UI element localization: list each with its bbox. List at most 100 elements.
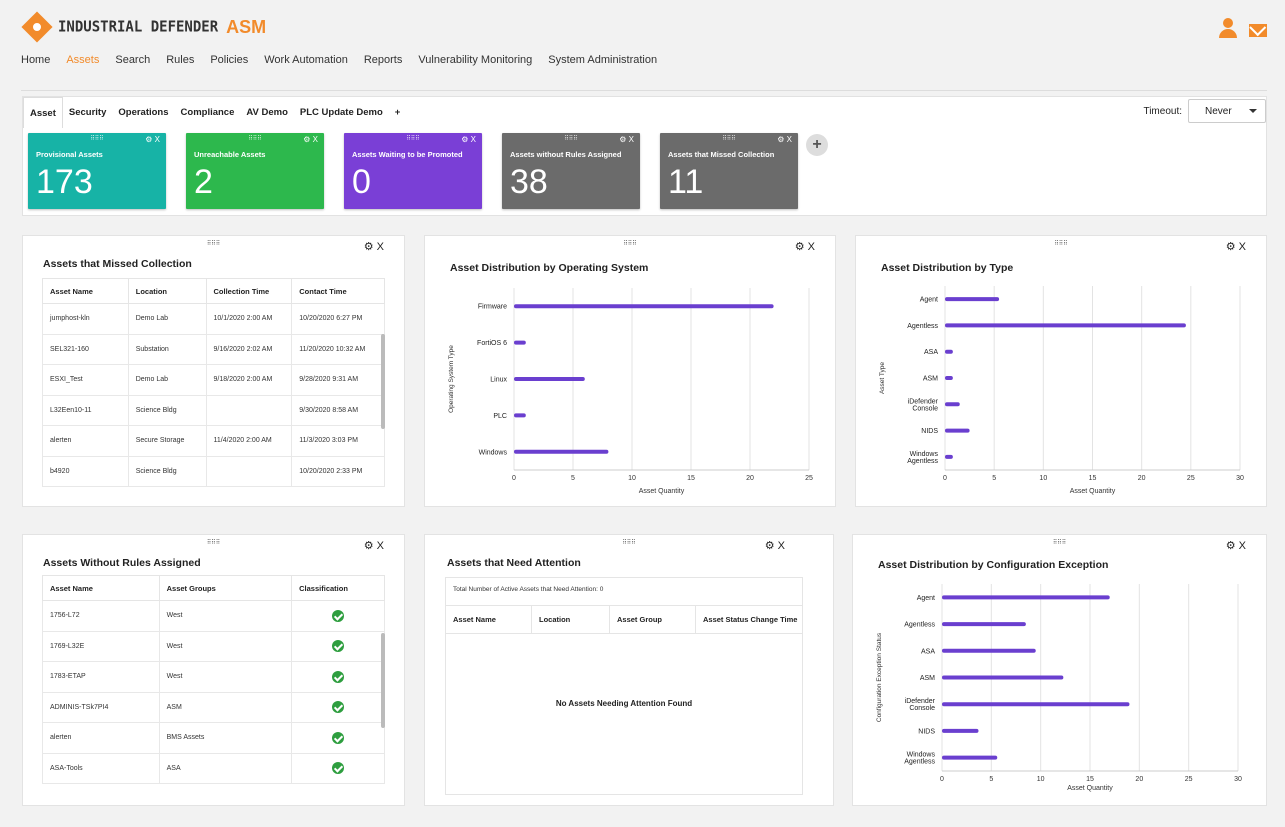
widget-controls[interactable]: ⚙ X <box>764 540 785 552</box>
widget-controls[interactable]: ⚙ X <box>619 135 634 144</box>
drag-handle-icon[interactable]: ⠿⠿⠿ <box>622 540 636 546</box>
nav-item-policies[interactable]: Policies <box>210 54 249 66</box>
column-header[interactable]: Location <box>532 606 610 633</box>
drag-handle-icon[interactable]: ⠿⠿⠿ <box>206 241 221 247</box>
widget-controls[interactable]: ⚙ X <box>363 540 384 552</box>
nav-item-assets[interactable]: Assets <box>66 54 100 66</box>
widget-controls[interactable]: ⚙ X <box>794 241 815 253</box>
scrollbar[interactable] <box>381 334 385 429</box>
summary-tile[interactable]: ⠿⠿⠿ ⚙ X Provisional Assets 173 <box>28 133 166 209</box>
widget-controls[interactable]: ⚙ X <box>303 135 318 144</box>
column-header[interactable]: Asset Groups <box>158 575 293 601</box>
logo[interactable]: INDUSTRIAL DEFENDER ASM <box>21 11 266 43</box>
classification-cell <box>291 722 385 754</box>
chevron-down-icon <box>1249 109 1257 113</box>
drag-handle-icon[interactable]: ⠿⠿⠿ <box>1054 241 1068 247</box>
widget-controls[interactable]: ⚙ X <box>363 241 384 253</box>
column-header[interactable]: Contact Time <box>291 278 385 304</box>
tab-compliance[interactable]: Compliance <box>180 107 235 118</box>
drag-handle-icon[interactable]: ⠿⠿⠿ <box>564 136 578 142</box>
nav-item-system-administration[interactable]: System Administration <box>548 54 658 66</box>
tab-operations[interactable]: Operations <box>118 107 169 118</box>
timeout-select[interactable]: Never <box>1188 99 1266 123</box>
table-row[interactable]: SEL321-160 Substation 9/16/2020 2:02 AM 11/… <box>42 333 385 365</box>
table-cell: 10/20/2020 6:27 PM <box>291 303 385 335</box>
os-distribution-chart: 0 5 10 15 20 25 Firmware FortiOS 6 Linux PLC Windo… <box>448 288 813 495</box>
tab-av-demo[interactable]: AV Demo <box>246 107 288 118</box>
summary-tile[interactable]: ⠿⠿⠿ ⚙ X Assets that Missed Collection 11 <box>660 133 798 209</box>
table-row[interactable]: L32Een10-11 Science Bldg 9/30/2020 8:58 AM <box>42 394 385 426</box>
nav-item-reports[interactable]: Reports <box>363 54 403 66</box>
column-header[interactable]: Classification <box>291 575 385 601</box>
table-cell: West <box>158 630 293 662</box>
tab-security[interactable]: Security <box>68 107 107 118</box>
table-row[interactable]: b4920 Science Bldg 10/20/2020 2:33 PM <box>42 455 385 487</box>
table-cell: Demo Lab <box>127 364 207 396</box>
timeout-label: Timeout: <box>1143 105 1182 117</box>
widget-controls[interactable]: ⚙ X <box>777 135 792 144</box>
mail-icon[interactable] <box>1249 23 1267 37</box>
tile-label: Assets that Missed Collection <box>668 150 775 159</box>
category-label: Agent <box>917 595 935 602</box>
tab-plc-update-demo[interactable]: PLC Update Demo <box>299 107 383 118</box>
add-tab-button[interactable]: + <box>394 107 401 118</box>
attention-grid: Total Number of Active Assets that Need … <box>445 577 803 795</box>
drag-handle-icon[interactable]: ⠿⠿⠿ <box>248 136 262 142</box>
check-circle-icon <box>332 670 345 683</box>
bar <box>942 728 979 733</box>
widget-controls[interactable]: ⚙ X <box>461 135 476 144</box>
column-header[interactable]: Location <box>127 278 207 304</box>
user-icon[interactable] <box>1219 18 1237 38</box>
drag-handle-icon[interactable]: ⠿⠿⠿ <box>1052 540 1067 546</box>
table-row[interactable]: 1783-ETAP West <box>42 661 385 693</box>
add-tile-button[interactable]: + <box>806 134 828 156</box>
widget-controls[interactable]: ⚙ X <box>1225 540 1246 552</box>
drag-handle-icon[interactable]: ⠿⠿⠿ <box>206 540 221 546</box>
column-header[interactable]: Asset Status Change Time <box>703 615 798 624</box>
tab-asset[interactable]: Asset <box>23 97 63 128</box>
drag-handle-icon[interactable]: ⠿⠿⠿ <box>623 241 637 247</box>
nav-item-rules[interactable]: Rules <box>166 54 195 66</box>
main-nav: Home Assets Search Rules Policies Work Automa… <box>21 54 673 66</box>
widget-controls[interactable]: ⚙ X <box>145 135 160 144</box>
nav-item-home[interactable]: Home <box>21 54 51 66</box>
table-row[interactable]: ESXI_Test Demo Lab 9/18/2020 2:00 AM 9/28/2… <box>42 364 385 396</box>
nav-item-work-automation[interactable]: Work Automation <box>264 54 348 66</box>
tick-label: 20 <box>1138 475 1146 482</box>
table-cell: 9/18/2020 2:00 AM <box>205 364 293 396</box>
summary-tile[interactable]: ⠿⠿⠿ ⚙ X Unreachable Assets 2 <box>186 133 324 209</box>
panel-title: Asset Distribution by Operating System <box>450 262 649 274</box>
column-header[interactable]: Asset Group <box>610 606 696 633</box>
table-row[interactable]: 1756-L72 West <box>42 600 385 632</box>
missed-collection-panel: ⠿⠿⠿ ⚙ X Assets that Missed Collection As… <box>22 235 405 507</box>
table-row[interactable]: ASA-Tools ASA <box>42 752 385 784</box>
os-distribution-panel: ⠿⠿⠿ ⚙ X Asset Distribution by Operating … <box>424 235 836 507</box>
tick-label: 5 <box>992 475 996 482</box>
widget-controls[interactable]: ⚙ X <box>1225 241 1246 253</box>
drag-handle-icon[interactable]: ⠿⠿⠿ <box>406 136 420 142</box>
scrollbar[interactable] <box>381 633 385 728</box>
drag-handle-icon[interactable]: ⠿⠿⠿ <box>90 136 104 142</box>
summary-tile[interactable]: ⠿⠿⠿ ⚙ X Assets Waiting to be Promoted 0 <box>344 133 482 209</box>
column-header[interactable]: Asset Name <box>446 606 532 633</box>
column-header[interactable]: Asset Name <box>42 278 129 304</box>
table-row[interactable]: jumphost-kln Demo Lab 10/1/2020 2:00 AM 10/… <box>42 303 385 335</box>
table-row[interactable]: alerten BMS Assets <box>42 722 385 754</box>
summary-tile[interactable]: ⠿⠿⠿ ⚙ X Assets without Rules Assigned 38 <box>502 133 640 209</box>
tile-label: Unreachable Assets <box>194 150 266 159</box>
nav-item-search[interactable]: Search <box>115 54 151 66</box>
bar <box>942 675 1064 680</box>
bar <box>514 304 774 309</box>
category-label: Windows <box>907 752 936 759</box>
category-label: Agentless <box>904 759 935 766</box>
nav-item-vulnerability-monitoring[interactable]: Vulnerability Monitoring <box>418 54 533 66</box>
table-row[interactable]: alerten Secure Storage 11/4/2020 2:00 AM 11… <box>42 425 385 457</box>
drag-handle-icon[interactable]: ⠿⠿⠿ <box>722 136 736 142</box>
table-row[interactable]: 1769-L32E West <box>42 630 385 662</box>
missed-collection-table: Asset Name Location Collection Time Contact… <box>42 278 385 487</box>
column-header[interactable]: Collection Time <box>205 278 293 304</box>
column-header[interactable]: Asset Name <box>42 575 160 601</box>
table-cell: 11/3/2020 3:03 PM <box>291 425 385 457</box>
table-row[interactable]: ADMINIS-TSk7PI4 ASM <box>42 691 385 723</box>
classification-cell <box>291 691 385 723</box>
